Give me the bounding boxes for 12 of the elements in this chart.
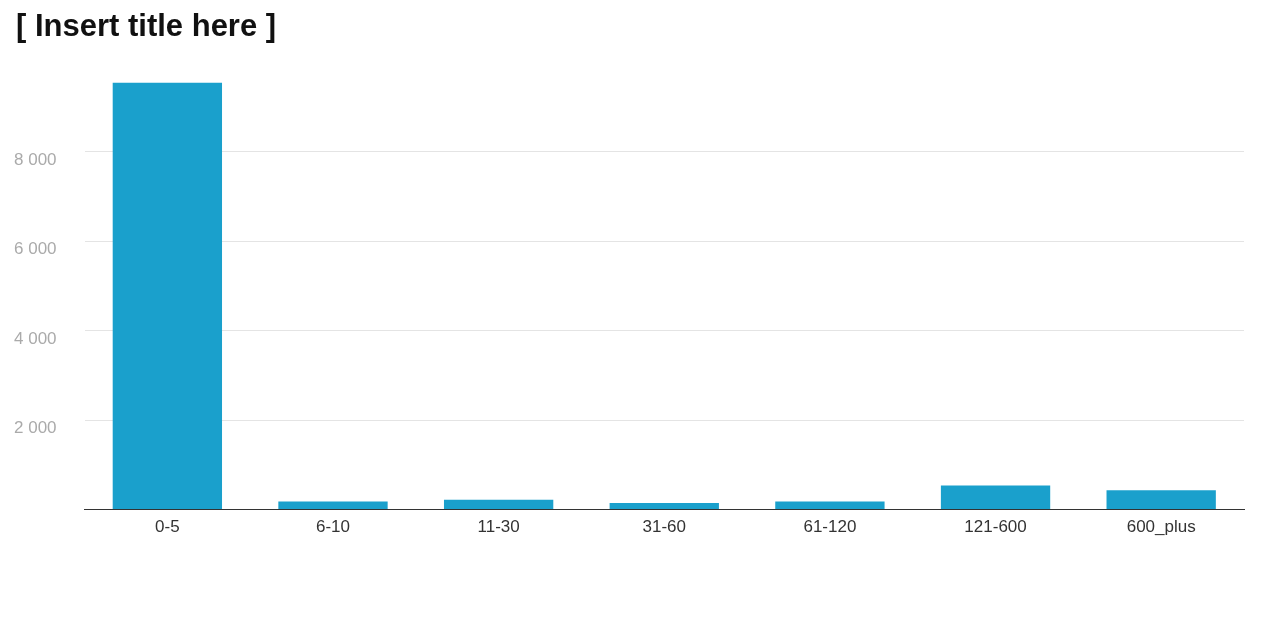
x-tick-label: 121-600 — [964, 517, 1027, 537]
x-tick-label: 600_plus — [1126, 517, 1196, 537]
y-tick-label: 4 000 — [14, 328, 57, 348]
y-tick-label: 2 000 — [14, 418, 57, 438]
x-tick-label: 31-60 — [642, 517, 687, 537]
x-tick-label: 6-10 — [315, 517, 351, 537]
x-tick-label: 0-5 — [155, 517, 180, 537]
y-tick-label: 8 000 — [14, 149, 57, 169]
x-tick-label: 61-120 — [803, 517, 857, 537]
y-tick-label: 6 000 — [14, 239, 57, 259]
x-tick-label: 11-30 — [477, 517, 520, 537]
chart-title: [ Insert title here ] — [16, 8, 278, 45]
